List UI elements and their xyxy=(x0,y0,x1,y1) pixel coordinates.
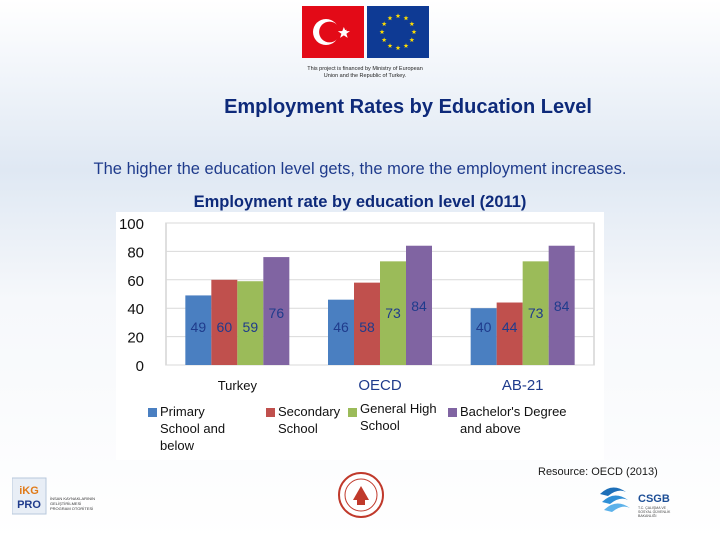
turkey-flag xyxy=(302,6,364,58)
eu-star-icon xyxy=(395,13,401,19)
legend-swatch xyxy=(266,408,275,417)
ikg-pro-logo: iKG PRO İNSAN KAYNAKLARININ GELİŞTİRİLME… xyxy=(11,476,108,520)
bar-value-label: 84 xyxy=(554,298,570,314)
bar-value-label: 44 xyxy=(502,319,518,335)
x-category-label: OECD xyxy=(358,377,402,394)
eu-star-icon xyxy=(409,21,415,27)
legend-swatch xyxy=(348,408,357,417)
eu-star-icon xyxy=(395,45,401,51)
csgb-logo-text: CSGB xyxy=(638,493,670,505)
ministry-seal-icon xyxy=(338,472,384,518)
y-tick-label: 80 xyxy=(127,244,144,261)
bar xyxy=(380,261,406,365)
ministry-seal-logo xyxy=(337,470,385,520)
funding-note-line1: This project is financed by Ministry of … xyxy=(307,66,423,72)
bar-value-label: 59 xyxy=(243,319,259,335)
legend-label: and above xyxy=(460,421,521,436)
funding-note-line2: Union and the Republic of Turkey. xyxy=(323,73,407,79)
eu-star-icon xyxy=(381,37,387,43)
bar xyxy=(354,282,380,365)
bar xyxy=(328,299,354,365)
legend-swatch xyxy=(148,408,157,417)
csgb-logo: CSGB T.C. ÇALIŞMA VE SOSYAL GÜVENLİK BAK… xyxy=(598,480,696,522)
resource-note: Resource: OECD (2013) xyxy=(538,466,658,478)
bar xyxy=(406,245,432,365)
eu-star-icon xyxy=(403,43,409,48)
bar-value-label: 73 xyxy=(385,305,401,321)
legend-label: Secondary xyxy=(278,404,341,419)
eu-star-icon xyxy=(381,21,387,27)
chart-title: Employment rate by education level (2011… xyxy=(193,193,527,211)
legend-label: Primary xyxy=(160,404,205,419)
x-category-label: AB-21 xyxy=(502,377,544,394)
x-category-label: Turkey xyxy=(218,378,258,393)
bar-value-label: 49 xyxy=(191,319,207,335)
eu-star-icon xyxy=(387,15,393,21)
y-tick-label: 20 xyxy=(127,330,144,347)
bar-value-label: 76 xyxy=(269,305,285,321)
bar xyxy=(548,245,575,365)
legend-label: School xyxy=(360,418,400,433)
eu-star-icon xyxy=(379,29,385,35)
eu-star-icon xyxy=(409,37,415,43)
y-tick-label: 60 xyxy=(127,273,144,290)
bar xyxy=(522,261,549,365)
bar xyxy=(237,281,264,365)
legend-swatch xyxy=(448,408,457,417)
ikg-logo-top: iKG xyxy=(19,485,39,497)
legend-label: Bachelor's Degree xyxy=(460,404,567,419)
eu-flag xyxy=(367,6,429,58)
crescent-star-icon xyxy=(313,19,350,45)
bar xyxy=(185,295,212,365)
bar-chart: 0 20 40 60 80 100 49 60 59 76 Turkey 46 58 73 84 OECD 40… xyxy=(119,216,595,453)
ikg-logo-bottom: PRO xyxy=(17,499,41,511)
ikg-caption-2: GELİŞTİRİLMESİ xyxy=(50,501,81,506)
eu-star-icon xyxy=(387,43,393,48)
csgb-caption-3: BAKANLIĞI xyxy=(638,513,657,518)
eu-star-icon xyxy=(411,29,417,35)
bar-value-label: 84 xyxy=(411,298,427,314)
slide-title: Employment Rates by Education Level xyxy=(224,96,592,118)
legend-label: School and xyxy=(160,421,225,436)
legend-label: below xyxy=(160,438,195,453)
bar xyxy=(211,279,238,365)
y-tick-label: 40 xyxy=(127,301,144,318)
bar xyxy=(263,257,290,365)
slide-subtitle: The higher the education level gets, the… xyxy=(93,160,627,178)
eu-star-icon xyxy=(403,15,409,21)
bar-value-label: 73 xyxy=(528,305,544,321)
y-tick-label: 100 xyxy=(119,216,144,233)
legend-label: General High xyxy=(360,401,437,416)
bar xyxy=(470,308,497,365)
ikg-pro-icon: iKG PRO İNSAN KAYNAKLARININ GELİŞTİRİLME… xyxy=(11,477,95,515)
legend-label: School xyxy=(278,421,318,436)
csgb-caption-1: T.C. ÇALIŞMA VE xyxy=(638,506,667,510)
bar-value-label: 60 xyxy=(217,319,233,335)
bar-value-label: 46 xyxy=(333,319,349,335)
csgb-caption-2: SOSYAL GÜVENLİK xyxy=(638,509,671,514)
chart-panel: 0 20 40 60 80 100 49 60 59 76 Turkey 46 58 73 84 OECD 40… xyxy=(116,212,604,460)
funding-note: This project is financed by Ministry of … xyxy=(270,66,460,80)
eu-stars-icon xyxy=(379,13,417,51)
ikg-caption-3: PROGRAM OTORİTESİ xyxy=(50,506,93,511)
bar-value-label: 40 xyxy=(476,319,492,335)
csgb-icon: CSGB T.C. ÇALIŞMA VE SOSYAL GÜVENLİK BAK… xyxy=(600,487,671,518)
bar-value-label: 58 xyxy=(359,319,375,335)
ikg-caption-1: İNSAN KAYNAKLARININ xyxy=(50,496,95,501)
bar xyxy=(496,302,523,365)
y-tick-label: 0 xyxy=(136,358,144,375)
